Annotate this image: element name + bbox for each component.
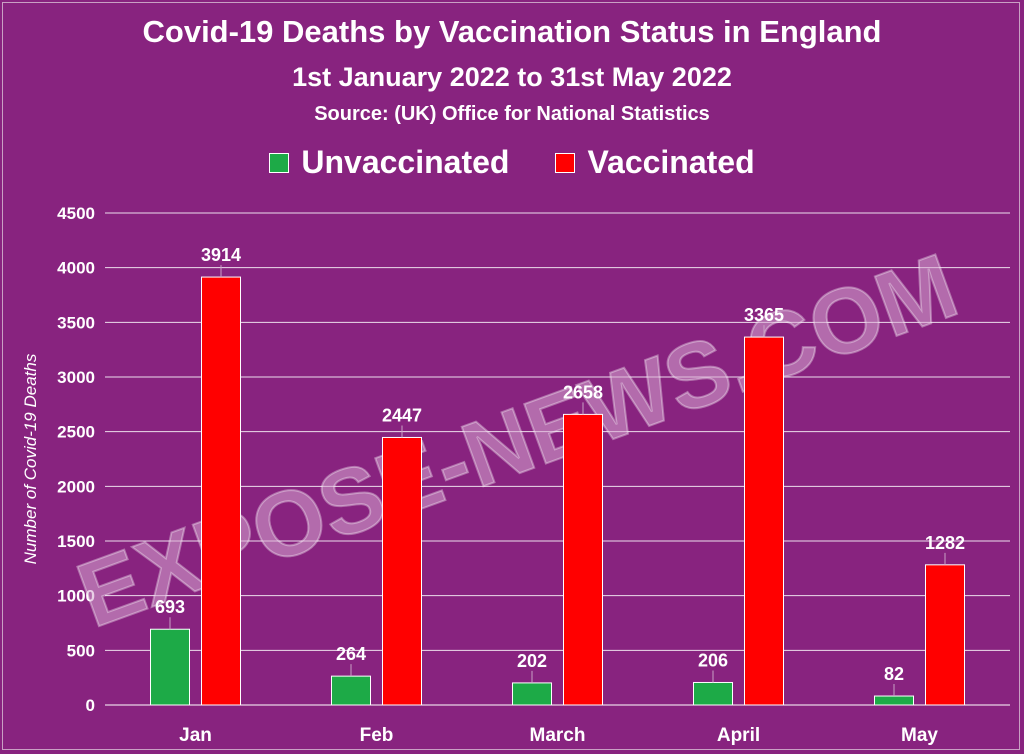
chart-source: Source: (UK) Office for National Statist… <box>314 103 710 125</box>
data-label: 1282 <box>925 533 965 553</box>
bar-vaccinated-feb <box>382 436 422 706</box>
legend-swatch-vaccinated <box>555 152 576 173</box>
y-tick-label: 500 <box>67 641 95 660</box>
bar-unvaccinated-may <box>874 695 914 706</box>
y-tick-label: 0 <box>86 696 95 715</box>
bar-unvaccinated-jan <box>150 628 190 706</box>
legend: Unvaccinated Vaccinated <box>0 144 1024 181</box>
y-tick-label: 2000 <box>57 477 95 496</box>
watermark-text: EXPOSE-NEWS.COM <box>65 235 969 647</box>
legend-swatch-unvaccinated <box>269 152 290 173</box>
data-label: 82 <box>884 664 904 684</box>
y-tick-label: 3000 <box>57 368 95 387</box>
bar-vaccinated-march <box>563 413 603 706</box>
data-label: 202 <box>517 651 547 671</box>
bar-unvaccinated-march <box>512 682 552 706</box>
x-tick-label: Feb <box>360 725 394 746</box>
data-label: 206 <box>698 650 728 670</box>
chart-title: Covid-19 Deaths by Vaccination Status in… <box>142 14 882 49</box>
bar-vaccinated-april <box>744 336 784 706</box>
legend-item-unvaccinated: Unvaccinated <box>269 144 509 181</box>
y-tick-label: 1000 <box>57 587 95 606</box>
x-tick-label: Jan <box>179 725 212 746</box>
y-axis-label: Number of Covid-19 Deaths <box>21 353 40 564</box>
y-tick-label: 3500 <box>57 313 95 332</box>
x-tick-label: March <box>530 725 586 746</box>
data-label: 3914 <box>201 245 241 265</box>
legend-label-vaccinated: Vaccinated <box>587 144 755 180</box>
bar-vaccinated-jan <box>201 276 241 706</box>
bar-unvaccinated-april <box>693 681 733 706</box>
legend-item-vaccinated: Vaccinated <box>555 144 755 181</box>
y-tick-label: 4000 <box>57 259 95 278</box>
data-label: 2658 <box>563 382 603 402</box>
bar-unvaccinated-feb <box>331 675 371 706</box>
data-label: 2447 <box>382 405 422 425</box>
y-tick-label: 4500 <box>57 204 95 223</box>
data-label: 3365 <box>744 305 784 325</box>
legend-label-unvaccinated: Unvaccinated <box>301 144 510 180</box>
x-tick-label: April <box>717 725 760 746</box>
chart-subtitle: 1st January 2022 to 31st May 2022 <box>292 62 732 92</box>
data-label: 693 <box>155 597 185 617</box>
x-tick-label: May <box>901 725 938 746</box>
bar-vaccinated-may <box>925 564 965 706</box>
y-tick-label: 1500 <box>57 532 95 551</box>
y-tick-label: 2500 <box>57 423 95 442</box>
data-label: 264 <box>336 644 366 664</box>
